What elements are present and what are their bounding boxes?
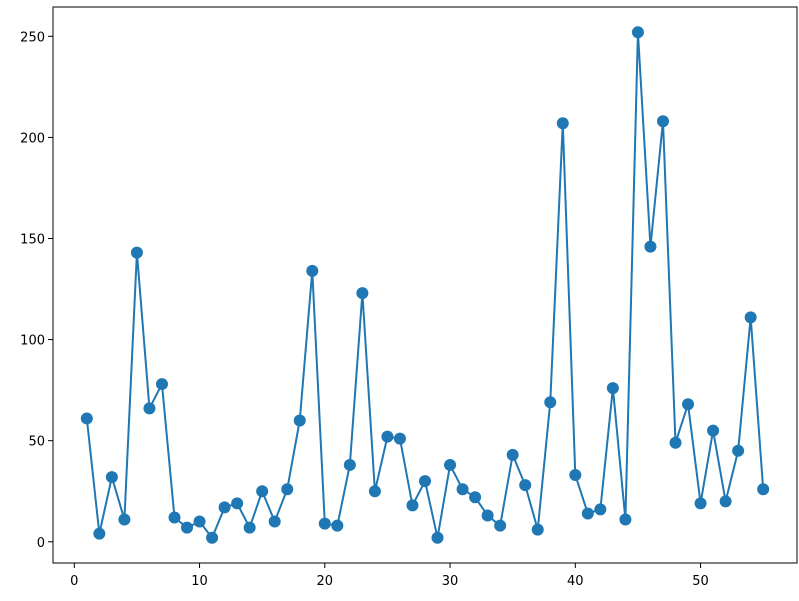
- marker: [506, 448, 519, 461]
- marker: [444, 458, 457, 471]
- marker: [155, 378, 168, 391]
- marker: [656, 115, 669, 128]
- marker: [494, 519, 507, 532]
- marker: [293, 414, 306, 427]
- y-tick-label: 200: [20, 131, 45, 146]
- marker: [281, 483, 294, 496]
- marker: [93, 527, 106, 540]
- marker: [669, 436, 682, 449]
- marker: [606, 382, 619, 395]
- marker: [419, 475, 431, 488]
- plot-frame: [52, 6, 798, 564]
- marker: [531, 523, 544, 536]
- marker: [168, 511, 181, 524]
- marker: [105, 471, 118, 484]
- marker: [118, 513, 131, 526]
- x-tick-label: 20: [317, 574, 334, 589]
- marker: [381, 430, 394, 443]
- y-tick-label: 100: [20, 334, 45, 349]
- x-tick-label: 40: [567, 574, 584, 589]
- marker: [231, 497, 244, 510]
- marker: [694, 497, 707, 510]
- marker: [544, 396, 557, 409]
- x-tick-label: 30: [442, 574, 459, 589]
- y-tick-label: 150: [20, 232, 45, 247]
- marker: [406, 499, 419, 512]
- marker: [707, 424, 720, 437]
- marker: [682, 398, 695, 411]
- marker: [268, 515, 281, 528]
- marker: [306, 264, 319, 277]
- marker: [619, 513, 632, 526]
- marker: [456, 483, 469, 496]
- marker: [356, 287, 369, 300]
- marker: [243, 521, 256, 534]
- marker: [143, 402, 156, 415]
- line: [85, 32, 765, 540]
- marker: [80, 412, 93, 425]
- marker: [594, 503, 607, 516]
- marker: [581, 507, 594, 520]
- marker: [732, 444, 745, 457]
- y-tick-label: 50: [28, 435, 45, 450]
- marker: [130, 246, 143, 259]
- marker: [469, 491, 482, 504]
- marker: [631, 26, 644, 39]
- marker: [431, 531, 444, 544]
- y-tick-label: 250: [20, 30, 45, 45]
- x-tick-label: 10: [191, 574, 208, 589]
- marker: [757, 483, 770, 496]
- marker: [644, 240, 657, 253]
- marker: [393, 432, 406, 445]
- marker: [256, 485, 269, 498]
- marker: [218, 501, 231, 514]
- marker: [556, 117, 569, 130]
- y-tick-label: 0: [37, 536, 45, 551]
- marker: [181, 521, 194, 534]
- marker: [318, 517, 331, 530]
- x-tick-label: 0: [70, 574, 78, 589]
- marker: [331, 519, 344, 532]
- marker: [719, 495, 732, 508]
- marker: [193, 515, 206, 528]
- marker: [343, 458, 356, 471]
- x-tick-label: 50: [692, 574, 709, 589]
- marker: [569, 469, 582, 482]
- marker: [206, 531, 219, 544]
- marker: [744, 311, 757, 324]
- marker: [368, 485, 381, 498]
- marker: [481, 509, 494, 522]
- marker: [519, 479, 532, 492]
